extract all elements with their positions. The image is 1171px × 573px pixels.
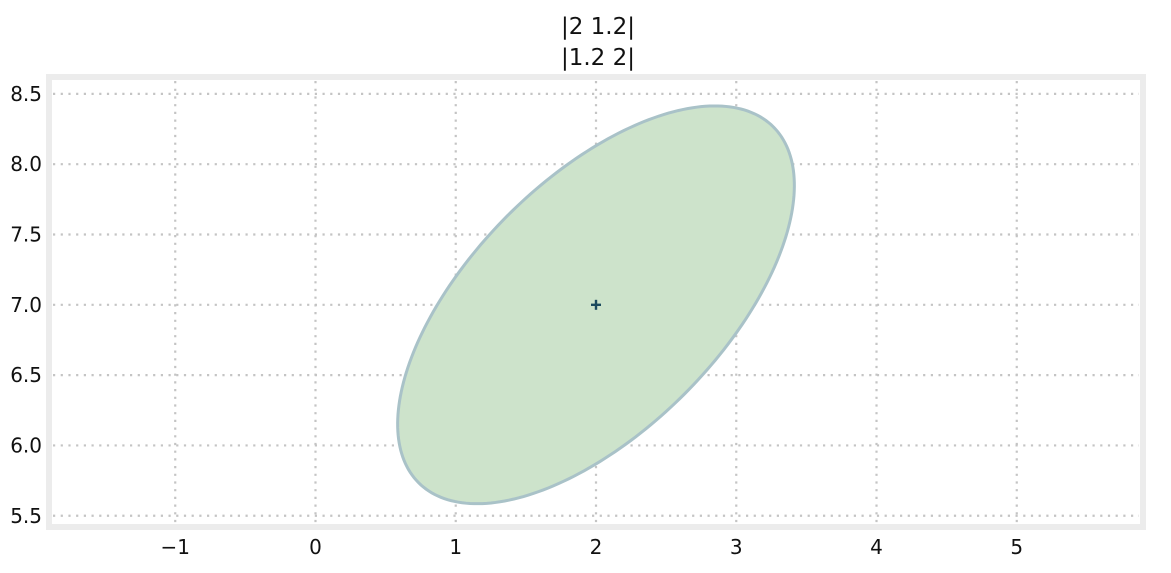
y-tick-label-5: 8.0 bbox=[10, 152, 42, 176]
y-tick-label-6: 8.5 bbox=[10, 82, 42, 106]
x-tick-label-5: 4 bbox=[870, 535, 883, 559]
y-axis-tick-labels: 5.5 6.0 6.5 7.0 7.5 8.0 8.5 bbox=[10, 82, 42, 528]
x-tick-label-4: 3 bbox=[730, 535, 743, 559]
x-axis-tick-labels: −1 0 1 2 3 4 5 bbox=[160, 535, 1023, 559]
x-tick-label-1: 0 bbox=[309, 535, 322, 559]
x-tick-label-2: 1 bbox=[449, 535, 462, 559]
y-tick-label-2: 6.5 bbox=[10, 363, 42, 387]
x-tick-label-3: 2 bbox=[590, 535, 603, 559]
chart-title-line-1: |2 1.2| bbox=[561, 14, 635, 40]
x-tick-label-6: 5 bbox=[1010, 535, 1023, 559]
chart-title-line-2: |1.2 2| bbox=[561, 45, 635, 71]
x-tick-label-0: −1 bbox=[160, 535, 189, 559]
y-tick-label-4: 7.5 bbox=[10, 223, 42, 247]
mean-marker bbox=[591, 299, 601, 310]
y-tick-label-0: 5.5 bbox=[10, 504, 42, 528]
marker-layer bbox=[591, 299, 601, 310]
y-tick-label-3: 7.0 bbox=[10, 293, 42, 317]
y-tick-label-1: 6.0 bbox=[10, 433, 42, 457]
